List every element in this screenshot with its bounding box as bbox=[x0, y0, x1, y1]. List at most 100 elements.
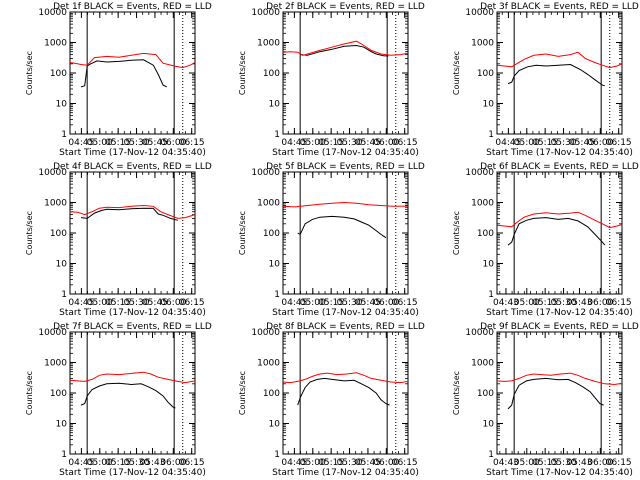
x-tick-label: 05:45 bbox=[569, 138, 595, 148]
x-tick-label: 06:00 bbox=[160, 138, 186, 148]
chart-panel-2: Det 2f BLACK = Events, RED = LLD 1 10 100 10… bbox=[238, 2, 425, 158]
y-tick-label: 100 bbox=[50, 229, 67, 239]
y-axis-label: Counts/sec bbox=[238, 211, 247, 255]
x-tick-label: 05:45 bbox=[142, 298, 168, 308]
x-axis-label: Start Time (17-Nov-12 04:35:40) bbox=[59, 308, 206, 318]
x-tick-label: 04:45 bbox=[281, 298, 307, 308]
plot-frame bbox=[496, 331, 623, 455]
chart-panel-9: Det 9f BLACK = Events, RED = LLD 1 10 100 10… bbox=[452, 322, 639, 478]
series-line-events bbox=[507, 217, 606, 246]
y-tick-label: 1000 bbox=[471, 359, 494, 369]
x-tick-label: 04:45 bbox=[281, 138, 307, 148]
x-tick-label: 05:45 bbox=[355, 298, 381, 308]
y-tick-label: 10 bbox=[56, 420, 68, 430]
x-tick-label: 06:15 bbox=[179, 298, 205, 308]
chart-title: Det 9f BLACK = Events, RED = LLD bbox=[480, 322, 639, 332]
y-tick-label: 1000 bbox=[257, 199, 280, 209]
x-axis-label: Start Time (17-Nov-12 04:35:40) bbox=[59, 468, 206, 478]
series-line-events bbox=[80, 59, 168, 88]
y-tick-label: 1000 bbox=[44, 359, 67, 369]
x-tick-label: 05:30 bbox=[124, 458, 150, 468]
y-axis-label: Counts/sec bbox=[452, 51, 461, 95]
x-tick-label: 06:15 bbox=[179, 458, 205, 468]
y-tick-label: 100 bbox=[263, 229, 280, 239]
y-tick-label: 1000 bbox=[44, 199, 67, 209]
y-tick-label: 10 bbox=[269, 260, 281, 270]
y-tick-label: 10 bbox=[269, 420, 281, 430]
y-tick-label: 10000 bbox=[465, 328, 494, 338]
y-tick-label: 100 bbox=[477, 69, 494, 79]
x-tick-label: 05:00 bbox=[87, 138, 113, 148]
x-tick-label: 05:15 bbox=[318, 458, 344, 468]
x-tick-label: 04:45 bbox=[68, 298, 94, 308]
x-tick-label: 05:00 bbox=[300, 458, 326, 468]
series-line-lld bbox=[282, 372, 409, 384]
x-tick-label: 06:15 bbox=[606, 458, 632, 468]
series-line-lld bbox=[69, 371, 196, 384]
x-tick-label: 06:15 bbox=[392, 458, 418, 468]
y-tick-label: 1 bbox=[488, 450, 494, 460]
x-tick-label: 05:15 bbox=[105, 138, 131, 148]
x-tick-label: 05:15 bbox=[532, 138, 558, 148]
x-tick-label: 05:30 bbox=[551, 138, 577, 148]
x-tick-label: 05:43 bbox=[567, 298, 593, 308]
y-tick-label: 1 bbox=[488, 130, 494, 140]
y-tick-label: 10 bbox=[56, 100, 68, 110]
x-tick-label: 05:15 bbox=[105, 298, 131, 308]
y-tick-label: 1000 bbox=[471, 199, 494, 209]
series-line-lld bbox=[496, 51, 623, 69]
x-tick-label: 06:00 bbox=[160, 298, 186, 308]
x-axis-label: Start Time (17-Nov-12 04:35:40) bbox=[486, 308, 633, 318]
x-tick-label: 05:45 bbox=[355, 458, 381, 468]
series-line-events bbox=[297, 377, 390, 406]
series-line-events bbox=[507, 63, 605, 87]
chart-panel-8: Det 8f BLACK = Events, RED = LLD 1 10 100 10… bbox=[238, 322, 425, 478]
chart-title: Det 3f BLACK = Events, RED = LLD bbox=[480, 2, 639, 12]
y-tick-label: 10 bbox=[483, 420, 495, 430]
x-tick-label: 05:00 bbox=[514, 138, 540, 148]
plot-frame bbox=[69, 11, 196, 135]
x-axis-label: Start Time (17-Nov-12 04:35:40) bbox=[486, 148, 633, 158]
chart-title: Det 7f BLACK = Events, RED = LLD bbox=[53, 322, 212, 332]
plot-frame bbox=[282, 171, 409, 295]
x-tick-label: 05:30 bbox=[337, 138, 363, 148]
chart-title: Det 2f BLACK = Events, RED = LLD bbox=[266, 2, 425, 12]
x-tick-label: 06:00 bbox=[373, 458, 399, 468]
series-line-lld bbox=[69, 52, 196, 69]
chart-panel-6: Det 6f BLACK = Events, RED = LLD 1 10 100 10… bbox=[452, 162, 639, 318]
y-tick-label: 1000 bbox=[471, 39, 494, 49]
y-tick-label: 1 bbox=[274, 450, 280, 460]
series-line-events bbox=[300, 44, 389, 57]
chart-panel-7: Det 7f BLACK = Events, RED = LLD 1 10 100 10… bbox=[25, 322, 212, 478]
x-tick-label: 05:30 bbox=[551, 458, 577, 468]
y-axis-label: Counts/sec bbox=[238, 51, 247, 95]
x-tick-label: 06:15 bbox=[606, 138, 632, 148]
plot-frame bbox=[282, 331, 409, 455]
x-axis-label: Start Time (17-Nov-12 04:35:40) bbox=[272, 308, 419, 318]
x-tick-label: 05:30 bbox=[337, 298, 363, 308]
chart-panel-5: Det 5f BLACK = Events, RED = LLD 1 10 100 10… bbox=[238, 162, 425, 318]
x-tick-label: 05:30 bbox=[337, 458, 363, 468]
plot-frame bbox=[496, 171, 623, 295]
y-tick-label: 1 bbox=[274, 290, 280, 300]
x-tick-label: 06:15 bbox=[606, 298, 632, 308]
plot-frame bbox=[69, 171, 196, 295]
y-tick-label: 1 bbox=[61, 130, 67, 140]
x-tick-label: 04:45 bbox=[495, 138, 521, 148]
x-tick-label: 06:00 bbox=[587, 298, 613, 308]
chart-panel-4: Det 4f BLACK = Events, RED = LLD 1 10 100 10… bbox=[25, 162, 212, 318]
x-axis-label: Start Time (17-Nov-12 04:35:40) bbox=[59, 148, 206, 158]
series-line-lld bbox=[282, 201, 409, 208]
x-tick-label: 04:45 bbox=[281, 458, 307, 468]
y-tick-label: 10000 bbox=[38, 168, 67, 178]
y-tick-label: 100 bbox=[477, 389, 494, 399]
x-tick-label: 04:43 bbox=[493, 298, 519, 308]
chart-title: Det 1f BLACK = Events, RED = LLD bbox=[53, 2, 212, 12]
x-tick-label: 06:00 bbox=[160, 458, 186, 468]
y-tick-label: 10000 bbox=[38, 8, 67, 18]
y-tick-label: 1000 bbox=[257, 359, 280, 369]
y-tick-label: 1 bbox=[274, 130, 280, 140]
x-tick-label: 05:30 bbox=[551, 298, 577, 308]
series-line-events bbox=[80, 207, 178, 221]
chart-panel-1: Det 1f BLACK = Events, RED = LLD 1 10 100 10… bbox=[25, 2, 212, 158]
